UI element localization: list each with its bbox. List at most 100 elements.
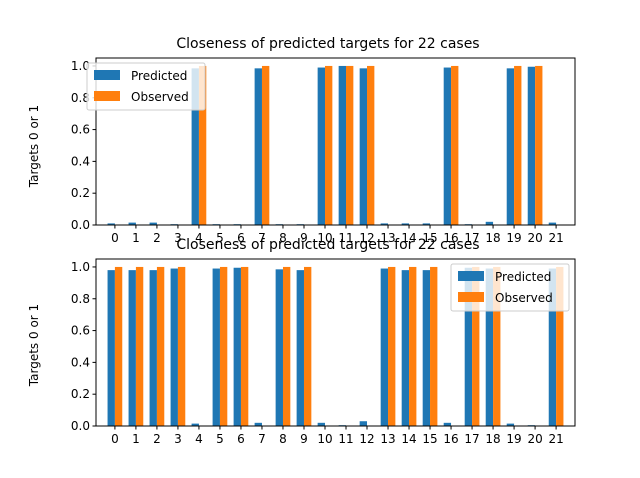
chart-title: Closeness of predicted targets for 22 ca… [176,237,479,253]
x-tick-label: 11 [338,231,353,245]
bar-observed-7 [261,65,270,225]
legend-label-observed: Observed [495,291,553,305]
bar-predicted-10 [317,422,325,426]
x-tick-label: 5 [216,432,224,446]
bar-predicted-20 [527,66,536,225]
x-tick-label: 18 [485,231,500,245]
bar-predicted-1 [128,270,136,426]
bar-observed-15 [430,266,438,426]
y-tick-label: 0.2 [71,387,90,401]
bar-predicted-2 [149,270,157,426]
bar-predicted-7 [254,68,262,225]
bar-observed-14 [409,266,417,426]
bar-observed-8 [282,266,291,426]
chart-title: Closeness of predicted targets for 22 ca… [176,36,479,52]
axes-frame [95,57,576,226]
bar-observed-18 [493,266,501,426]
x-tick-label: 6 [237,231,245,245]
x-tick-label: 8 [279,432,287,446]
bar-observed-9 [303,266,312,426]
y-tick-label: 0.4 [71,355,90,369]
x-tick-label: 5 [216,231,224,245]
legend-label-observed: Observed [131,90,189,104]
x-tick-label: 15 [422,231,437,245]
axes-frame [95,258,576,427]
x-tick-label: 15 [422,432,437,446]
bar-predicted-10 [317,67,325,225]
x-tick-label: 1 [132,432,140,446]
bar-observed-5 [219,266,228,426]
bar-observed-0 [114,266,123,426]
bar-predicted-14 [401,223,410,225]
x-tick-label: 4 [195,231,203,245]
bar-observed-4 [198,65,207,225]
bar-observed-19 [514,65,522,225]
y-tick-label: 0.8 [71,91,90,105]
legend-swatch-predicted [94,70,120,80]
bar-predicted-4 [191,423,199,426]
bar-predicted-19 [506,68,515,225]
x-tick-label: 1 [132,231,140,245]
x-tick-label: 13 [380,432,395,446]
x-tick-label: 13 [380,231,395,245]
y-axis-label: Targets 0 or 1 [27,304,41,387]
legend-swatch-predicted [458,271,484,281]
bar-predicted-13 [380,223,389,225]
bar-predicted-0 [107,270,115,426]
y-tick-label: 1.0 [71,260,90,274]
legend: Predicted Observed [86,62,206,111]
bar-predicted-14 [401,270,410,426]
bar-predicted-13 [380,268,389,426]
y-tick-label: 0.6 [71,123,90,137]
legend-swatch-observed [94,91,120,101]
bar-observed-2 [156,266,165,426]
y-tick-label: 0.0 [71,419,90,433]
bar-predicted-11 [338,65,346,225]
bar-predicted-12 [359,68,368,225]
bar-predicted-3 [170,268,178,426]
x-tick-label: 20 [527,432,542,446]
y-tick-label: 0.6 [71,324,90,338]
bar-predicted-7 [254,422,262,426]
x-tick-label: 14 [401,231,416,245]
bar-predicted-0 [107,223,115,225]
bar-observed-6 [240,266,249,426]
bar-predicted-15 [422,270,431,426]
bar-predicted-19 [506,423,515,426]
y-tick-label: 0.4 [71,154,90,168]
y-tick-label: 1.0 [71,59,90,73]
plot-area: 0 1 2 3 4 5 6 7 8 9 10 11 12 13 14 15 16 17 18 19 20 210.00.2… [71,57,576,245]
bar-predicted-2 [149,222,157,225]
bar-predicted-18 [485,268,494,426]
x-tick-label: 21 [548,231,563,245]
legend: Predicted Observed [450,263,570,312]
chart-top: Closeness of predicted targets for 22 ca… [27,36,576,245]
x-tick-label: 7 [258,432,266,446]
bar-observed-10 [325,65,333,225]
x-tick-label: 11 [338,432,353,446]
plot-area: 0 1 2 3 4 5 6 7 8 9 10 11 12 13 14 15 16 17 18 19 20 210.00.2… [71,258,576,446]
y-tick-label: 0.8 [71,292,90,306]
x-tick-label: 6 [237,432,245,446]
x-tick-label: 19 [506,231,521,245]
bar-predicted-16 [443,67,452,225]
x-tick-label: 9 [300,432,308,446]
x-tick-label: 16 [443,432,458,446]
legend-label-predicted: Predicted [131,69,187,83]
bar-predicted-17 [464,267,473,426]
x-tick-label: 17 [464,432,479,446]
x-tick-label: 12 [359,231,374,245]
bar-predicted-5 [212,268,220,426]
y-tick-label: 0.2 [71,186,90,200]
x-tick-label: 9 [300,231,308,245]
x-tick-label: 17 [464,231,479,245]
bar-observed-17 [472,266,480,426]
bar-predicted-4 [191,68,199,225]
bar-predicted-6 [233,267,241,426]
y-axis-label: Targets 0 or 1 [27,105,41,188]
bar-observed-3 [177,266,186,426]
bar-predicted-9 [296,270,304,426]
x-tick-label: 2 [153,432,161,446]
x-tick-label: 10 [317,231,332,245]
